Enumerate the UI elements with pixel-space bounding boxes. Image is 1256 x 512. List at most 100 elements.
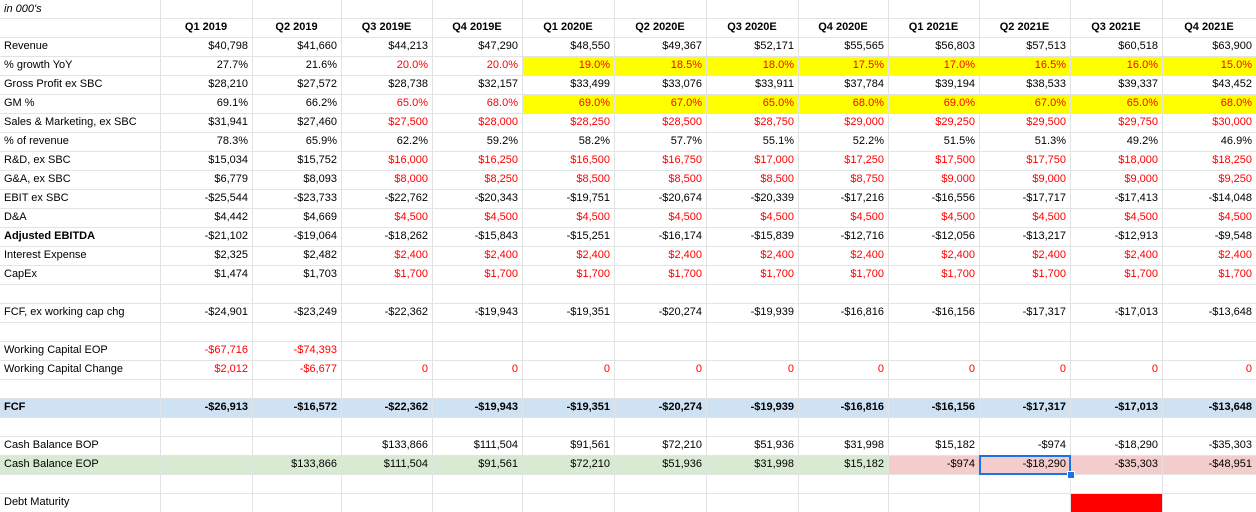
cell-ebitda[interactable]: -$15,251 [566,230,610,242]
row-label-gross_profit[interactable]: Gross Profit ex SBC [4,78,103,90]
cell-sm[interactable]: $29,250 [935,116,975,128]
cell-gross_profit[interactable]: $37,784 [844,78,884,90]
cell-wc_chg[interactable]: 0 [968,363,975,375]
cell-ebit[interactable]: -$16,556 [931,192,975,204]
cell-pct_rev[interactable]: 46.9% [1220,135,1252,147]
column-header-quarter[interactable]: Q1 2020E [543,21,593,33]
column-header-quarter[interactable]: Q3 2021E [1091,21,1141,33]
column-header-quarter[interactable]: Q4 2019E [452,21,502,33]
cell-debt[interactable] [979,493,1070,511]
cell-wc_chg[interactable]: -$6,677 [299,363,337,375]
cell-debt[interactable] [1070,493,1162,511]
cell-gm[interactable]: 68.0% [486,97,518,109]
cell-revenue[interactable]: $55,565 [844,40,884,52]
column-header-quarter[interactable]: Q2 2019 [275,21,318,33]
cell-debt[interactable] [160,493,252,511]
cell-interest[interactable]: $2,400 [760,249,794,261]
sheet-title[interactable]: in 000's [4,3,42,15]
cell-gross_profit[interactable]: $33,911 [755,78,794,90]
cell-wc_chg[interactable]: 0 [695,363,702,375]
cell-growth[interactable]: 20.0% [396,59,428,71]
cell-wc_eop[interactable] [888,341,979,359]
cell-wc_eop[interactable] [1070,341,1162,359]
cell-wc_eop[interactable] [1162,341,1256,359]
cell-gross_profit[interactable]: $43,452 [1212,78,1252,90]
cell-rd[interactable]: $16,500 [570,154,610,166]
column-header-quarter[interactable]: Q2 2021E [999,21,1050,33]
cell-fcf[interactable]: -$19,939 [750,401,794,413]
row-label-cash_bop[interactable]: Cash Balance BOP [4,439,99,451]
cell-gm[interactable]: 65.0% [762,97,794,109]
cell-revenue[interactable]: $44,213 [388,40,428,52]
cell-debt[interactable] [798,493,888,511]
cell-fcf_ex[interactable]: -$16,816 [840,306,884,318]
cell-da[interactable]: $4,500 [1032,211,1066,223]
cell-fcf_ex[interactable]: -$16,156 [931,306,975,318]
cell-ebitda[interactable]: -$12,716 [840,230,884,242]
cell-capex[interactable]: $1,700 [941,268,975,280]
cell-gross_profit[interactable]: $32,157 [478,78,518,90]
cell-cash_eop[interactable]: $15,182 [844,458,884,470]
cell-capex[interactable]: $1,474 [214,268,248,280]
cell-ebit[interactable]: -$17,216 [840,192,884,204]
cell-sm[interactable]: $30,000 [1212,116,1252,128]
cell-cash_bop[interactable] [252,436,341,454]
cell-fcf[interactable]: -$20,274 [658,401,702,413]
cell-sm[interactable]: $27,460 [297,116,337,128]
cell-revenue[interactable]: $40,798 [208,40,248,52]
cell-fcf_ex[interactable]: -$19,939 [750,306,794,318]
cell-capex[interactable]: $1,700 [576,268,610,280]
cell-ga[interactable]: $9,250 [1218,173,1252,185]
row-label-sm[interactable]: Sales & Marketing, ex SBC [4,116,137,128]
cell-da[interactable]: $4,442 [214,211,248,223]
cell-da[interactable]: $4,500 [394,211,428,223]
cell-wc_chg[interactable]: 0 [1151,363,1158,375]
cell-growth[interactable]: 19.0% [578,59,610,71]
cell-ga[interactable]: $8,500 [760,173,794,185]
cell-ga[interactable]: $8,250 [484,173,518,185]
cell-ga[interactable]: $9,000 [941,173,975,185]
cell-rd[interactable]: $15,752 [297,154,337,166]
cell-growth[interactable]: 17.0% [943,59,975,71]
cell-growth[interactable]: 18.5% [670,59,702,71]
cell-da[interactable]: $4,500 [1218,211,1252,223]
selected-cell-outline[interactable] [979,455,1071,475]
cell-fcf[interactable]: -$17,317 [1022,401,1066,413]
cell-growth[interactable]: 18.0% [762,59,794,71]
cell-cash_bop[interactable]: -$18,290 [1114,439,1158,451]
cell-pct_rev[interactable]: 52.2% [852,135,884,147]
cell-interest[interactable]: $2,400 [394,249,428,261]
cell-gm[interactable]: 69.0% [578,97,610,109]
cell-cash_bop[interactable]: $133,866 [382,439,428,451]
row-label-wc_chg[interactable]: Working Capital Change [4,363,124,375]
cell-wc_chg[interactable]: 0 [877,363,884,375]
row-label-da[interactable]: D&A [4,211,27,223]
cell-ebit[interactable]: -$20,674 [658,192,702,204]
cell-sm[interactable]: $27,500 [388,116,428,128]
column-header-quarter[interactable]: Q3 2019E [361,21,412,33]
cell-capex[interactable]: $1,700 [484,268,518,280]
cell-cash_eop[interactable]: -$974 [946,458,975,470]
cell-gm[interactable]: 67.0% [670,97,702,109]
cell-gross_profit[interactable]: $38,533 [1026,78,1066,90]
cell-fcf_ex[interactable]: -$22,362 [384,306,428,318]
cell-cash_bop[interactable]: $91,561 [570,439,610,451]
cell-cash_bop[interactable]: $15,182 [935,439,975,451]
cell-ebitda[interactable]: -$9,548 [1214,230,1252,242]
cell-ga[interactable]: $9,000 [1032,173,1066,185]
cell-ebit[interactable]: -$20,339 [750,192,794,204]
cell-fcf_ex[interactable]: -$24,901 [204,306,248,318]
cell-pct_rev[interactable]: 62.2% [396,135,428,147]
cell-da[interactable]: $4,500 [576,211,610,223]
cell-da[interactable]: $4,500 [760,211,794,223]
column-header-quarter[interactable]: Q2 2020E [635,21,685,33]
cell-wc_chg[interactable]: $2,012 [214,363,248,375]
cell-gm[interactable]: 66.2% [305,97,337,109]
cell-fcf[interactable]: -$26,913 [204,401,248,413]
cell-ebit[interactable]: -$17,717 [1022,192,1066,204]
cell-gross_profit[interactable]: $28,738 [388,78,428,90]
cell-ebitda[interactable]: -$16,174 [658,230,702,242]
cell-debt[interactable] [1162,493,1256,511]
cell-cash_bop[interactable] [160,436,252,454]
